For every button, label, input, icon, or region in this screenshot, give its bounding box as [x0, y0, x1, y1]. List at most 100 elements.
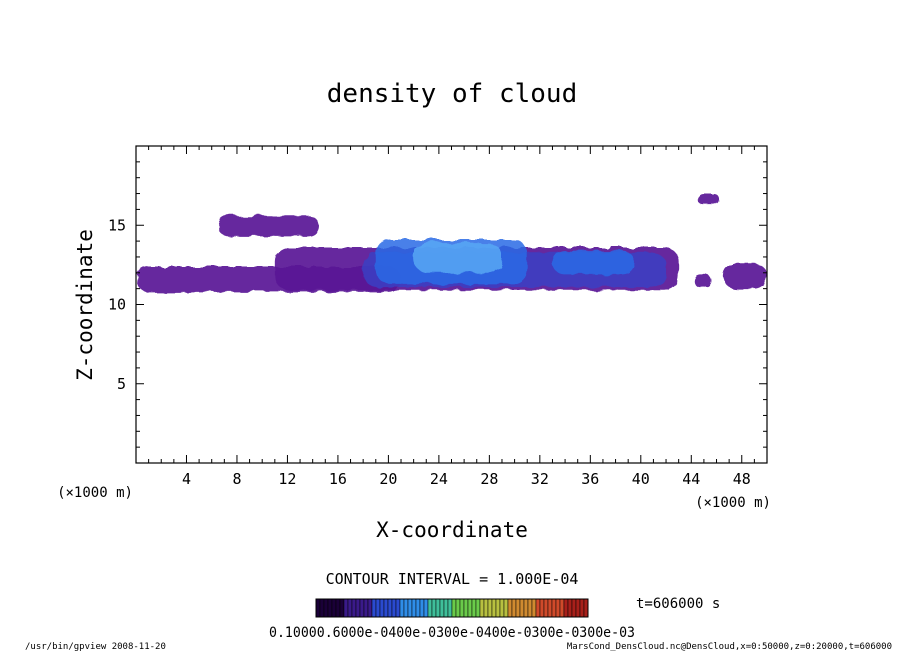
- x-tick-label: 4: [182, 470, 191, 488]
- colorbar-cell: [547, 598, 553, 618]
- plot-frame: [135, 145, 768, 464]
- density-region-6: [693, 274, 712, 288]
- colorbar-cell: [379, 598, 385, 618]
- colorbar-cell: [427, 598, 433, 618]
- x-tick-label: 48: [733, 470, 751, 488]
- x-tick-label: 40: [632, 470, 650, 488]
- colorbar-cell: [423, 598, 429, 618]
- colorbar-cell: [471, 598, 477, 618]
- colorbar-cell: [535, 598, 541, 618]
- x-unit-right: (×1000 m): [695, 495, 771, 511]
- colorbar-cell: [335, 598, 341, 618]
- colorbar-cell: [411, 598, 417, 618]
- colorbar-cell: [375, 598, 381, 618]
- colorbar-cell: [323, 598, 329, 618]
- x-tick-label: 20: [379, 470, 397, 488]
- colorbar-cell: [523, 598, 529, 618]
- colorbar-cell: [487, 598, 493, 618]
- colorbar-cell: [475, 598, 481, 618]
- density-region-4: [697, 193, 720, 205]
- colorbar-cell: [343, 598, 349, 618]
- colorbar-cell: [519, 598, 525, 618]
- colorbar-cell: [503, 598, 509, 618]
- colorbar-cell: [531, 598, 537, 618]
- colorbar-cell: [527, 598, 533, 618]
- x-tick-label: 28: [480, 470, 498, 488]
- colorbar-cell: [495, 598, 501, 618]
- colorbar-cell: [563, 598, 569, 618]
- colorbar-cell: [439, 598, 445, 618]
- colorbar-cell: [315, 598, 321, 618]
- colorbar-cell: [511, 598, 517, 618]
- colorbar-cell: [391, 598, 397, 618]
- x-tick-label: 12: [278, 470, 296, 488]
- chart-title: density of cloud: [327, 79, 577, 109]
- colorbar-cell: [363, 598, 369, 618]
- colorbar-cell: [435, 598, 441, 618]
- colorbar-cell: [467, 598, 473, 618]
- colorbar-cell: [447, 598, 453, 618]
- colorbar-cell: [539, 598, 545, 618]
- colorbar-cell: [515, 598, 521, 618]
- colorbar-cell: [459, 598, 465, 618]
- colorbar-cell: [543, 598, 549, 618]
- colorbar-cell: [399, 598, 405, 618]
- x-tick-label: 32: [531, 470, 549, 488]
- colorbar-cell: [507, 598, 513, 618]
- x-axis-label: X-coordinate: [376, 518, 528, 542]
- colorbar-cell: [387, 598, 393, 618]
- colorbar-cell: [583, 598, 589, 618]
- colorbar-cell: [555, 598, 561, 618]
- time-label: t=606000 s: [636, 596, 720, 612]
- colorbar-cell: [331, 598, 337, 618]
- colorbar-cell: [383, 598, 389, 618]
- colorbar-cell: [359, 598, 365, 618]
- colorbar-cell: [579, 598, 585, 618]
- x-tick-label: 24: [430, 470, 448, 488]
- colorbar-cell: [407, 598, 413, 618]
- density-region-9: [552, 250, 635, 275]
- colorbar-cell: [499, 598, 505, 618]
- colorbar-cell: [491, 598, 497, 618]
- colorbar-cell: [463, 598, 469, 618]
- y-tick-label: 5: [117, 375, 126, 393]
- density-region-5: [722, 263, 767, 289]
- colorbar-cell: [455, 598, 461, 618]
- colorbar-cell: [559, 598, 565, 618]
- density-region-10: [413, 242, 502, 273]
- x-tick-label: 8: [232, 470, 241, 488]
- cloud-density-field: [136, 193, 767, 292]
- colorbar-cell: [351, 598, 357, 618]
- colorbar-cell: [355, 598, 361, 618]
- colorbar-cell: [419, 598, 425, 618]
- colorbar-cell: [415, 598, 421, 618]
- footer-right: MarsCond_DensCloud.nc@DensCloud,x=0:5000…: [566, 642, 892, 652]
- x-unit-left: (×1000 m): [57, 485, 133, 501]
- colorbar-cell: [575, 598, 581, 618]
- colorbar-cell: [319, 598, 325, 618]
- colorbar-cell: [431, 598, 437, 618]
- colorbar: [315, 598, 589, 618]
- colorbar-cell: [451, 598, 457, 618]
- colorbar-cell: [443, 598, 449, 618]
- colorbar-cell: [551, 598, 557, 618]
- y-tick-label: 15: [108, 216, 126, 234]
- colorbar-cell: [395, 598, 401, 618]
- colorbar-cell: [571, 598, 577, 618]
- colorbar-cell: [367, 598, 373, 618]
- y-tick-label: 10: [108, 296, 126, 314]
- colorbar-cell: [479, 598, 485, 618]
- colorbar-cell: [371, 598, 377, 618]
- x-tick-label: 16: [329, 470, 347, 488]
- colorbar-cell: [403, 598, 409, 618]
- density-region-3: [218, 215, 319, 237]
- colorbar-cell: [327, 598, 333, 618]
- colorbar-tick-labels: 0.10000.6000e-0400e-0300e-0400e-0300e-03…: [269, 625, 635, 641]
- contour-interval-label: CONTOUR INTERVAL = 1.000E-04: [326, 570, 579, 588]
- colorbar-cell: [483, 598, 489, 618]
- x-tick-label: 44: [682, 470, 700, 488]
- x-tick-label: 36: [581, 470, 599, 488]
- colorbar-frame: [315, 598, 589, 618]
- y-axis-label: Z-coordinate: [73, 229, 97, 381]
